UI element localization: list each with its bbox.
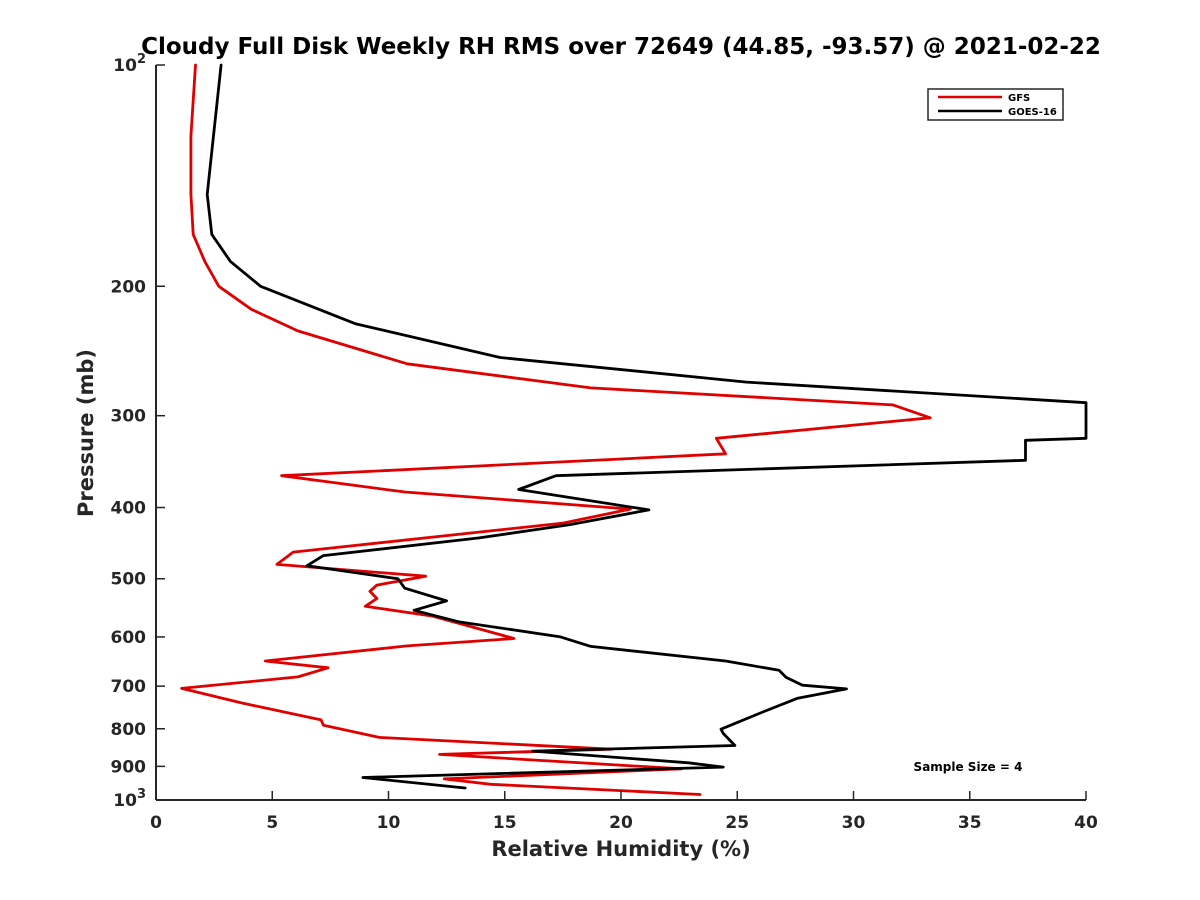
y-axis-label: Pressure (mb) (74, 349, 98, 517)
y-tick-label: 103 (113, 787, 146, 811)
x-tick-label: 5 (266, 813, 278, 833)
x-tick-label: 25 (725, 813, 749, 833)
x-tick-label: 40 (1074, 813, 1098, 833)
x-axis-label: Relative Humidity (%) (491, 837, 750, 861)
legend-label-goes16: GOES-16 (1008, 107, 1057, 118)
y-tick-label: 400 (111, 499, 147, 519)
series-layer (180, 63, 1088, 796)
series-line-goes16 (205, 63, 1088, 790)
y-tick-label: 600 (111, 628, 147, 648)
y-tick-label: 102 (113, 52, 146, 76)
sample-size-annotation: Sample Size = 4 (914, 760, 1023, 774)
x-tick-label: 10 (377, 813, 401, 833)
y-axis-ticks: 102 200 300 400 500 600 700 800 900 103 (111, 52, 165, 811)
legend-box (927, 88, 1064, 121)
legend-label-gfs: GFS (1008, 93, 1030, 104)
y-tick-label: 900 (111, 757, 147, 777)
y-tick-label: 500 (111, 570, 147, 590)
x-tick-label: 35 (958, 813, 982, 833)
x-tick-label: 30 (842, 813, 866, 833)
y-tick-label: 800 (111, 720, 147, 740)
x-tick-label: 0 (150, 813, 162, 833)
series-line-gfs (180, 63, 932, 796)
y-tick-label: 700 (111, 677, 147, 697)
x-tick-label: 15 (493, 813, 517, 833)
x-axis-ticks: 0 5 10 15 20 25 30 35 40 (150, 791, 1098, 833)
chart-title: Cloudy Full Disk Weekly RH RMS over 7264… (141, 34, 1101, 60)
y-tick-label: 300 (111, 407, 147, 427)
legend: GFS GOES-16 (927, 88, 1064, 121)
y-tick-label: 200 (111, 277, 147, 297)
x-tick-label: 20 (609, 813, 633, 833)
